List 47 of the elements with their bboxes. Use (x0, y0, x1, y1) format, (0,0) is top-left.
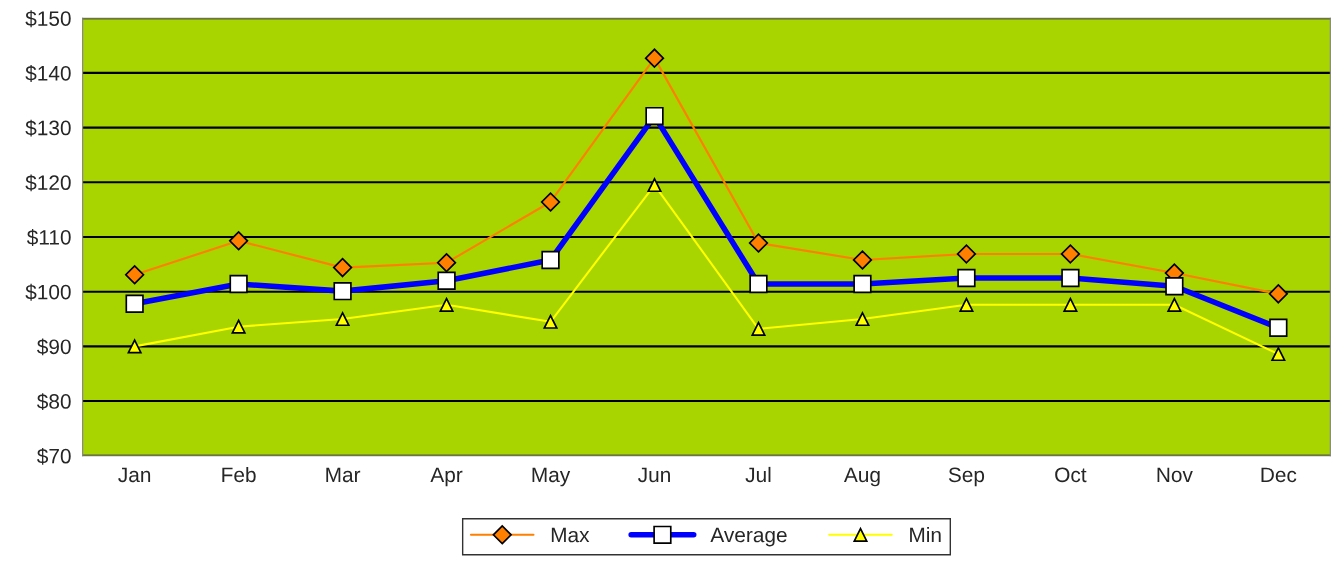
x-tick-label: Aug (843, 467, 880, 487)
x-tick-label: Mar (326, 467, 361, 483)
point (124, 265, 145, 285)
point (332, 257, 353, 278)
point (439, 297, 454, 312)
point (644, 48, 665, 68)
point (1167, 297, 1182, 312)
x-tick-label: Dec (1261, 467, 1297, 483)
point (127, 339, 142, 354)
point (540, 192, 561, 212)
point (751, 321, 766, 336)
point (1060, 244, 1081, 264)
point (1271, 346, 1286, 362)
point (647, 177, 662, 193)
legend-label: Min (910, 527, 941, 543)
y-tick-label: $90 (37, 338, 71, 356)
point (1063, 297, 1078, 312)
x-tick-label: Apr (430, 467, 463, 487)
x-tick-label: Oct (1055, 467, 1087, 483)
point (748, 233, 769, 253)
y-tick-label: $140 (25, 65, 71, 82)
point (855, 311, 870, 327)
point (1268, 284, 1289, 304)
y-tick-label: $110 (26, 229, 71, 246)
y-tick-label: $120 (25, 174, 71, 192)
x-tick-label: Sep (948, 467, 985, 487)
point (228, 231, 249, 251)
y-tick-label: $100 (25, 283, 71, 301)
point (436, 253, 457, 273)
point (335, 311, 350, 327)
x-tick-label: Jul (745, 466, 771, 483)
y-tick-label: $80 (37, 393, 71, 411)
point (852, 250, 873, 270)
y-tick-label: $70 (37, 447, 71, 465)
x-tick-label: May (532, 467, 571, 487)
point (956, 244, 977, 264)
x-tick-label: Jun (638, 467, 670, 483)
point (231, 319, 246, 334)
point (543, 314, 558, 329)
y-tick-label: $150 (25, 10, 71, 28)
x-tick-label: Nov (1157, 467, 1193, 483)
legend-label: Average (710, 527, 787, 547)
x-tick-label: Jan (118, 467, 151, 483)
x-tick-label: Feb (222, 466, 256, 483)
legend-label: Max (551, 527, 590, 543)
y-tick-label: $130 (25, 119, 71, 137)
point (959, 297, 974, 312)
